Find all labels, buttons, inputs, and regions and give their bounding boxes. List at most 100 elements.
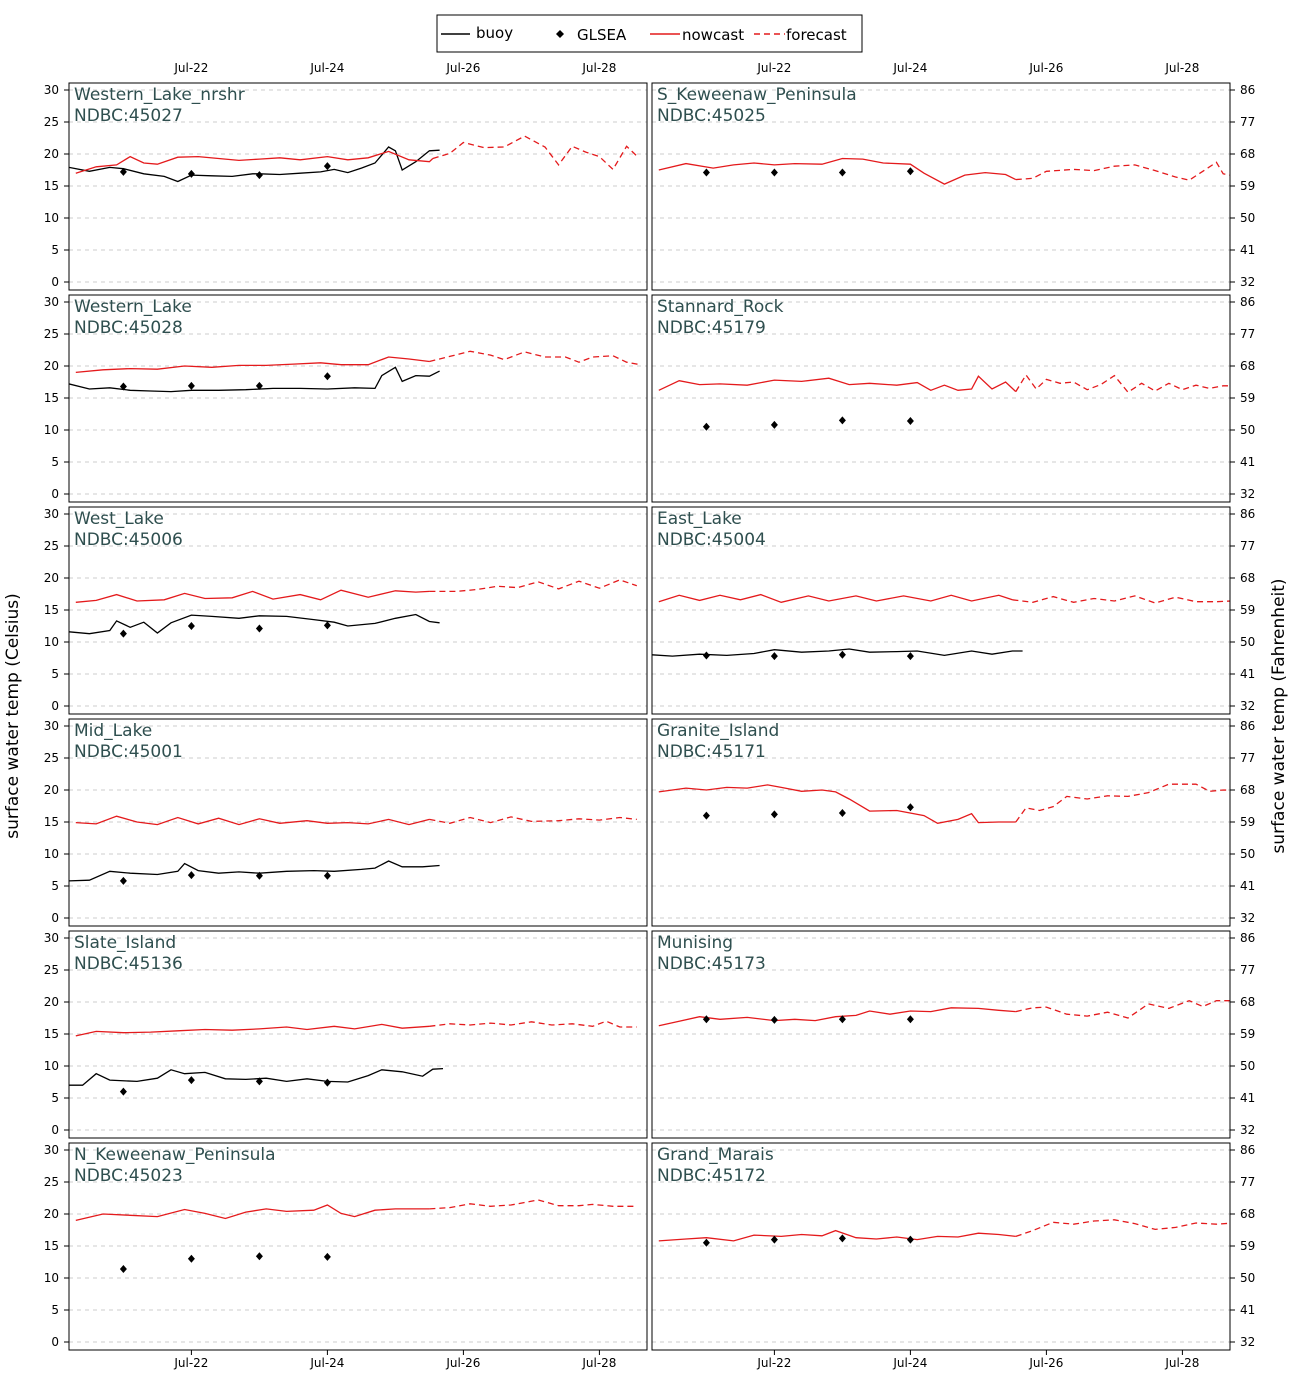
- panel-title: West_Lake: [74, 509, 164, 529]
- y-tick-label-celsius: 30: [44, 1143, 59, 1157]
- y-tick-label-fahrenheit: 50: [1240, 211, 1255, 225]
- glsea-point: [255, 871, 263, 880]
- nowcast-line: [75, 356, 430, 374]
- y-tick-label-fahrenheit: 59: [1240, 815, 1255, 829]
- y-tick-label-celsius: 15: [44, 815, 59, 829]
- panel-frame: [68, 718, 648, 927]
- glsea-point: [838, 650, 846, 659]
- glsea-point: [906, 167, 914, 176]
- glsea-point: [323, 621, 331, 630]
- glsea-point: [906, 803, 914, 812]
- y-tick-label-fahrenheit: 41: [1240, 879, 1255, 893]
- glsea-point: [255, 381, 263, 390]
- glsea-point: [187, 871, 195, 880]
- glsea-point: [255, 624, 263, 633]
- y-tick-label-fahrenheit: 32: [1240, 487, 1255, 501]
- forecast-line: [429, 350, 641, 366]
- panel-station-id: NDBC:45006: [74, 530, 183, 550]
- y-axis-title-fahrenheit: surface water temp (Fahrenheit): [1269, 578, 1289, 853]
- panel-series: [69, 135, 638, 183]
- bottom-x-tick-label: Jul-26: [445, 1356, 480, 1370]
- glsea-point: [255, 1252, 263, 1261]
- nowcast-line: [75, 815, 430, 826]
- panel-frame: [651, 294, 1231, 503]
- forecast-line: [429, 816, 637, 824]
- y-tick-label-celsius: 20: [44, 1207, 59, 1221]
- y-tick-label-fahrenheit: 32: [1240, 275, 1255, 289]
- y-tick-label-celsius: 5: [51, 667, 59, 681]
- glsea-point: [838, 1234, 846, 1243]
- buoy-line: [69, 613, 440, 635]
- nowcast-line: [658, 375, 1017, 393]
- y-tick-label-fahrenheit: 86: [1240, 719, 1255, 733]
- panel-S_Keweenaw_Peninsula: 32 41 50 59 68 77 86 S_Keweenaw_PeninsulaNDBC:4…: [651, 82, 1255, 291]
- y-tick-label-celsius: 20: [44, 147, 59, 161]
- forecast-line: [432, 135, 638, 171]
- y-tick-label-celsius: 10: [44, 211, 59, 225]
- glsea-point: [770, 168, 778, 177]
- y-axis-title-celsius: surface water temp (Celsius): [3, 593, 23, 838]
- forecast-line: [1015, 373, 1230, 394]
- glsea-point: [702, 1238, 710, 1247]
- nowcast-line: [658, 784, 1016, 824]
- nowcast-line: [75, 1023, 430, 1037]
- top-x-tick-label: Jul-28: [581, 61, 616, 75]
- y-tick-label-fahrenheit: 50: [1240, 1059, 1255, 1073]
- y-tick-label-celsius: 25: [44, 751, 59, 765]
- y-tick-label-fahrenheit: 50: [1240, 423, 1255, 437]
- glsea-point: [702, 651, 710, 660]
- panel-series: [75, 1199, 637, 1274]
- y-tick-label-fahrenheit: 86: [1240, 1143, 1255, 1157]
- forecast-line: [429, 1020, 637, 1028]
- panel-frame: [68, 1142, 648, 1351]
- y-tick-label-fahrenheit: 77: [1240, 115, 1255, 129]
- forecast-line: [1015, 999, 1230, 1019]
- panel-series: [658, 157, 1230, 185]
- y-tick-label-celsius: 5: [51, 1091, 59, 1105]
- y-tick-label-celsius: 30: [44, 719, 59, 733]
- bottom-x-tick-label: Jul-26: [1028, 1356, 1063, 1370]
- y-tick-label-celsius: 25: [44, 963, 59, 977]
- nowcast-line: [658, 1229, 1016, 1242]
- panel-title: Granite_Island: [657, 721, 779, 741]
- y-tick-label-fahrenheit: 77: [1240, 1175, 1255, 1189]
- panel-series: [658, 999, 1230, 1027]
- legend-nowcast-label: nowcast: [682, 26, 744, 44]
- glsea-point: [187, 169, 195, 178]
- panel-frame: [651, 718, 1231, 927]
- panel-title: N_Keweenaw_Peninsula: [74, 1145, 276, 1165]
- nowcast-line: [75, 1204, 430, 1222]
- y-tick-label-celsius: 10: [44, 1059, 59, 1073]
- y-tick-label-celsius: 0: [51, 275, 59, 289]
- y-tick-label-celsius: 25: [44, 1175, 59, 1189]
- y-tick-label-fahrenheit: 68: [1240, 571, 1255, 585]
- y-tick-label-fahrenheit: 59: [1240, 391, 1255, 405]
- panel-title: East_Lake: [657, 509, 742, 529]
- legend-glsea-label: GLSEA: [577, 26, 627, 44]
- buoy-line: [69, 1067, 444, 1086]
- legend-forecast-label: forecast: [786, 26, 847, 44]
- panel-title: S_Keweenaw_Peninsula: [657, 85, 857, 105]
- forecast-line: [1012, 595, 1230, 604]
- glsea-point: [119, 1265, 127, 1274]
- panel-series: [69, 350, 641, 393]
- y-tick-label-celsius: 10: [44, 423, 59, 437]
- top-x-tick-label: Jul-22: [756, 61, 791, 75]
- bottom-x-tick-label: Jul-28: [1164, 1356, 1199, 1370]
- y-tick-label-celsius: 30: [44, 931, 59, 945]
- glsea-point: [770, 652, 778, 661]
- top-x-tick-label: Jul-22: [173, 61, 208, 75]
- nowcast-line: [658, 593, 1013, 603]
- buoy-line: [69, 146, 440, 183]
- y-tick-label-fahrenheit: 86: [1240, 931, 1255, 945]
- y-tick-label-fahrenheit: 68: [1240, 359, 1255, 373]
- panel-station-id: NDBC:45173: [657, 954, 766, 974]
- panel-title: Mid_Lake: [74, 721, 152, 741]
- y-tick-label-celsius: 20: [44, 359, 59, 373]
- y-tick-label-fahrenheit: 68: [1240, 995, 1255, 1009]
- buoy-line: [69, 366, 440, 393]
